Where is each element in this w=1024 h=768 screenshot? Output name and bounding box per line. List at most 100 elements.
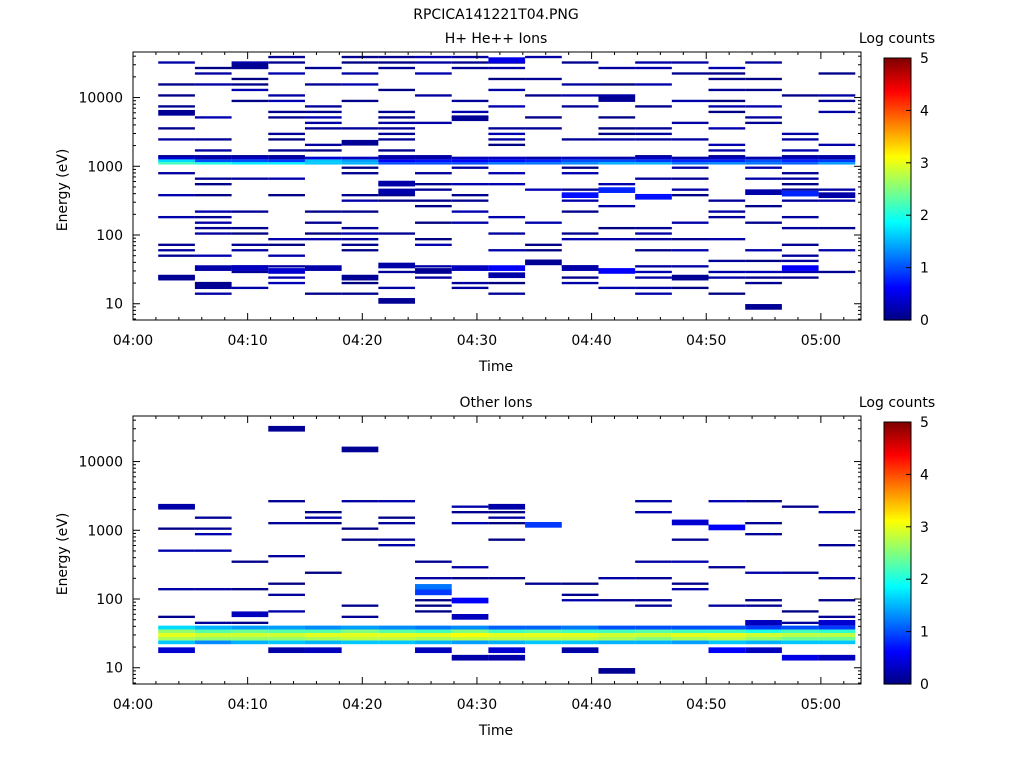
heatmap-cell	[341, 226, 379, 230]
heatmap-cell	[818, 577, 856, 580]
colorbar-tick-label: 0	[920, 677, 929, 693]
heatmap-cell	[268, 582, 305, 585]
heatmap-band-cell	[194, 156, 232, 160]
heatmap-band-cell	[671, 637, 709, 641]
heatmap-band-cell	[708, 162, 746, 165]
heatmap-cell	[304, 511, 342, 514]
panel-other-ions: Other Ions Log counts Time Energy (eV) 0…	[55, 395, 935, 739]
heatmap-cell	[781, 188, 819, 191]
colorbar-segment	[884, 504, 911, 508]
heatmap-cell	[268, 155, 305, 158]
heatmap-cell	[745, 105, 782, 108]
heatmap-band-cell	[378, 629, 416, 634]
heatmap-band-cell	[598, 637, 636, 641]
heatmap-cell	[635, 604, 672, 607]
colorbar-segment	[884, 293, 911, 297]
heatmap-cell	[745, 189, 782, 196]
heatmap-cell	[671, 166, 709, 169]
heatmap-cell	[781, 190, 819, 197]
colorbar-segment	[884, 250, 911, 253]
heatmap-cell	[268, 237, 305, 241]
heatmap-cell	[378, 286, 416, 290]
heatmap-cell	[781, 259, 819, 263]
heatmap-cell	[341, 604, 379, 607]
heatmap-cell	[561, 582, 599, 585]
heatmap-cell	[194, 232, 232, 235]
heatmap-cell	[781, 132, 819, 136]
heatmap-cell	[158, 193, 195, 197]
heatmap-cell	[268, 265, 305, 268]
colorbar-segment	[884, 675, 911, 679]
heatmap-band-cell	[671, 159, 709, 163]
colorbar-segment	[884, 182, 911, 186]
colorbar-segment	[884, 568, 911, 572]
heatmap-cell	[488, 88, 526, 92]
colorbar-segment	[884, 282, 911, 286]
colorbar-segment	[884, 195, 911, 199]
colorbar-segment	[884, 435, 911, 438]
colorbar-segment	[884, 463, 911, 467]
colorbar-segment	[884, 278, 911, 282]
colorbar-segment	[884, 539, 911, 543]
heatmap-cell	[671, 519, 709, 526]
colorbar-segment	[884, 295, 911, 299]
heatmap-band-cell	[525, 156, 562, 160]
heatmap-cell	[818, 99, 856, 103]
x-tick-label: 04:00	[113, 697, 153, 713]
heatmap-band-cell	[268, 640, 305, 645]
heatmap-band-cell	[671, 625, 709, 630]
heatmap-cell	[268, 99, 305, 103]
colorbar-segment	[884, 143, 911, 146]
colorbar-segment	[884, 655, 911, 659]
heatmap-band-cell	[598, 625, 636, 630]
heatmap-cell	[378, 88, 416, 92]
colorbar-segment	[884, 121, 911, 125]
colorbar-segment	[884, 496, 911, 500]
colorbar-segment	[884, 197, 911, 201]
heatmap-band-cell	[231, 162, 269, 165]
heatmap-band-cell	[158, 637, 195, 641]
colorbar-segment	[884, 221, 911, 225]
colorbar-segment	[884, 71, 911, 74]
heatmap-cell	[781, 571, 819, 574]
heatmap-band-cell	[781, 637, 819, 641]
colorbar-segment	[884, 127, 911, 131]
colorbar-segment	[884, 223, 911, 227]
colorbar-segment	[884, 662, 911, 665]
colorbar-segment	[884, 668, 911, 672]
colorbar-tick-label: 5	[920, 415, 929, 431]
colorbar-segment	[884, 112, 911, 116]
heatmap-cell	[561, 599, 599, 602]
colorbar-segment	[884, 443, 911, 447]
heatmap-cell	[268, 177, 305, 180]
colorbar-segment	[884, 178, 911, 181]
heatmap-cell	[194, 83, 232, 86]
heatmap-cell	[415, 237, 452, 241]
heatmap-band-cell	[231, 629, 269, 634]
colorbar-segment	[884, 156, 911, 160]
heatmap-band-cell	[671, 640, 709, 645]
plot-frame	[132, 51, 862, 321]
heatmap-cell	[561, 83, 599, 86]
heatmap-cell	[304, 143, 342, 147]
heatmap-cell	[415, 72, 452, 75]
heatmap-cell	[525, 55, 562, 59]
heatmap-cell	[341, 500, 379, 503]
heatmap-cell	[341, 127, 379, 130]
heatmap-cell	[745, 249, 782, 252]
heatmap-cell	[415, 172, 452, 175]
heatmap-band-cell	[415, 625, 452, 630]
colorbar-segment	[884, 424, 911, 427]
heatmap-band-cell	[194, 633, 232, 638]
heatmap-band-cell	[451, 637, 489, 641]
heatmap-cell	[378, 232, 416, 235]
heatmap-cell	[268, 281, 305, 285]
colorbar-segment	[884, 147, 911, 151]
heatmap-band-cell	[525, 629, 562, 634]
heatmap-cell	[451, 199, 489, 202]
heatmap-cell	[561, 172, 599, 175]
colorbar-segment	[884, 254, 911, 258]
heatmap-cell	[415, 188, 452, 191]
colorbar-tick-label: 2	[920, 572, 929, 588]
x-axis-label: Time	[478, 359, 513, 375]
